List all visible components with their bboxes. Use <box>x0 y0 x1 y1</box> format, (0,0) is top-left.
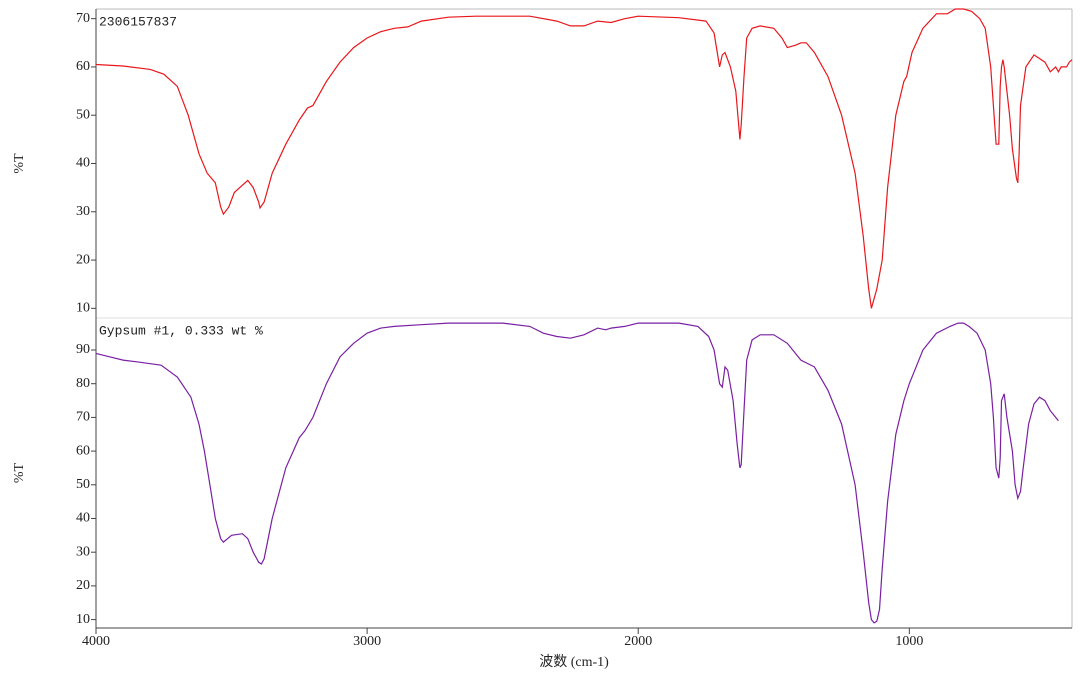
y-tick-label: 60 <box>76 443 90 458</box>
y-tick-label: 90 <box>76 342 90 357</box>
x-tick-label: 2000 <box>624 634 652 649</box>
y-tick-label: 40 <box>76 511 90 526</box>
y-tick-label: 10 <box>76 301 90 316</box>
panel-title: Gypsum #1, 0.333 wt % <box>99 323 263 338</box>
y-tick-label: 40 <box>76 156 90 171</box>
y-tick-label: 70 <box>76 11 90 26</box>
y-tick-label: 80 <box>76 376 90 391</box>
y-tick-label: 10 <box>76 612 90 627</box>
y-tick-label: 30 <box>76 204 90 219</box>
y-tick-label: 60 <box>76 59 90 74</box>
x-tick-label: 3000 <box>353 634 381 649</box>
x-axis-label: 波数 (cm-1) <box>539 654 609 670</box>
y-axis-label: %T <box>12 153 27 174</box>
spectrum-line <box>95 8 1073 309</box>
y-tick-label: 50 <box>76 477 90 492</box>
y-tick-label: 20 <box>76 578 90 593</box>
y-tick-label: 30 <box>76 544 90 559</box>
y-tick-label: 70 <box>76 410 90 425</box>
panel-title: 2306157837 <box>99 14 177 29</box>
x-tick-label: 4000 <box>82 634 110 649</box>
y-tick-label: 50 <box>76 107 90 122</box>
spectrum-line <box>95 322 1059 624</box>
y-axis-label: %T <box>12 462 27 483</box>
y-tick-label: 20 <box>76 252 90 267</box>
x-tick-label: 1000 <box>895 634 923 649</box>
